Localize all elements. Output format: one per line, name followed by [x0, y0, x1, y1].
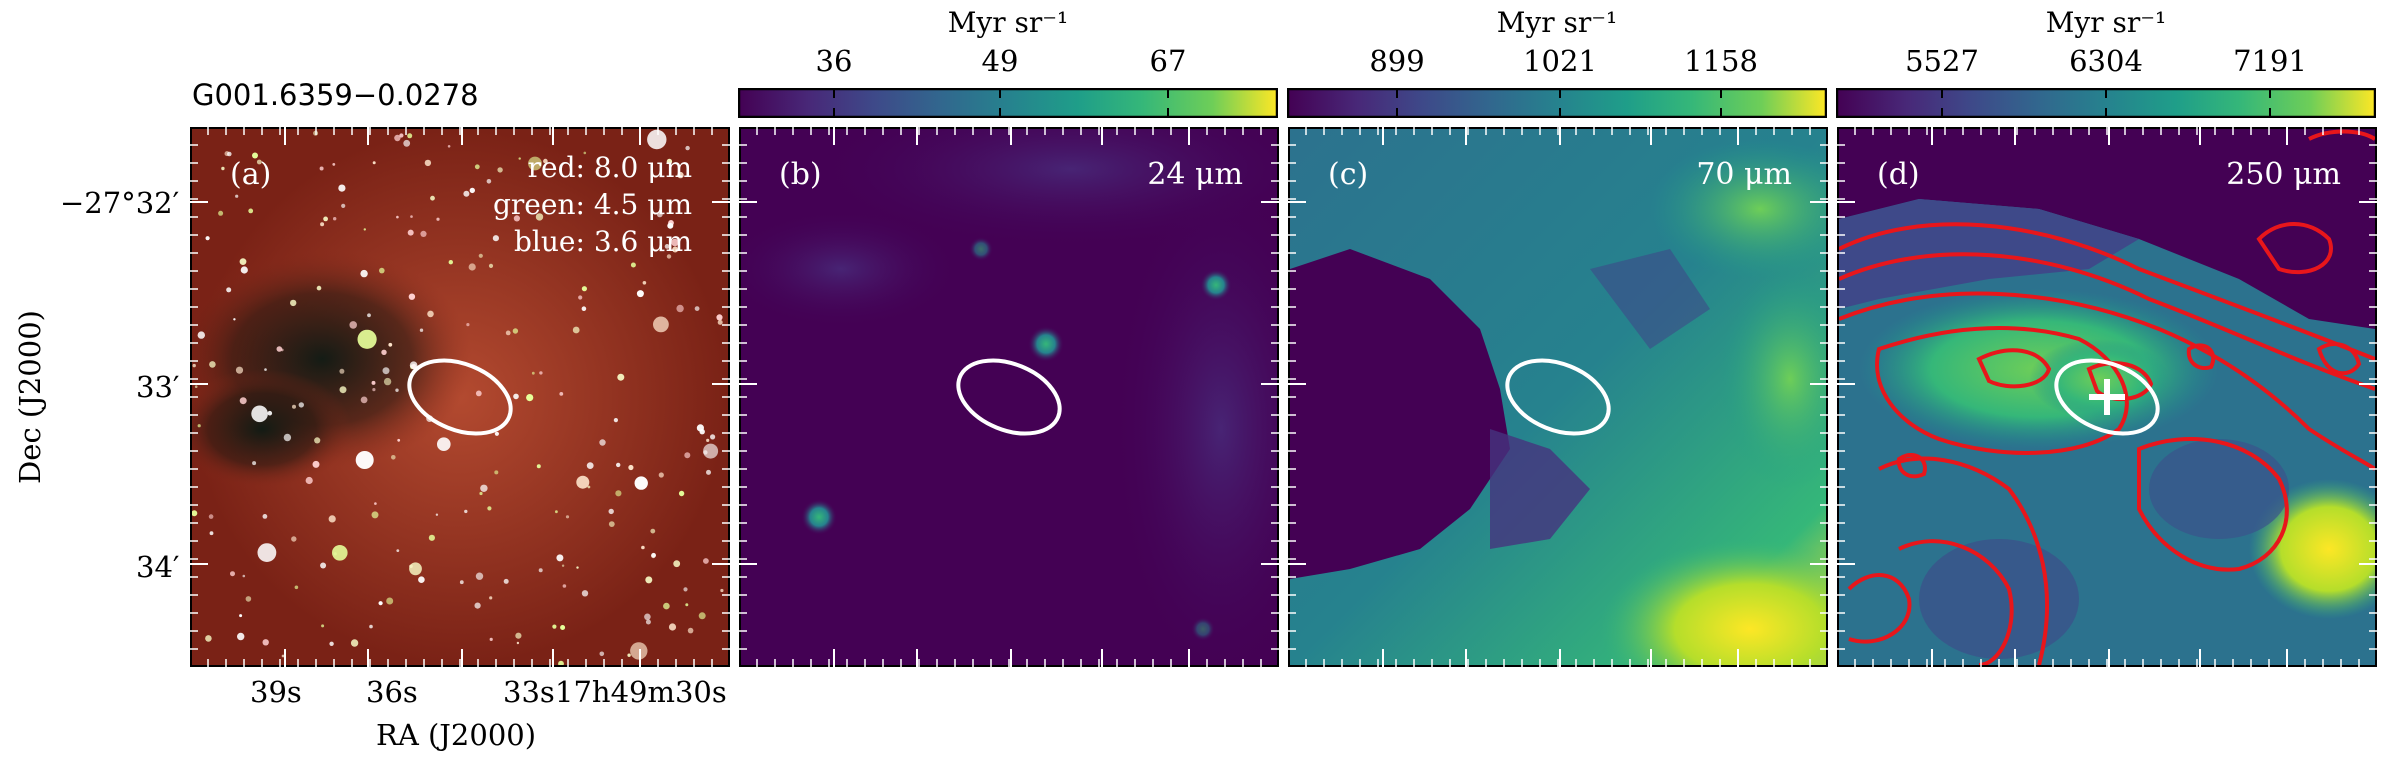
- panel-b-aperture-ellipse: [956, 358, 1062, 436]
- panel-c-aperture-ellipse: [1505, 358, 1611, 436]
- panel-d-cross-marker: [2089, 379, 2125, 415]
- panel-a-aperture-ellipse: [407, 358, 513, 436]
- colorbar-d-gradient: [1836, 88, 2376, 118]
- panel-a-field: [192, 129, 728, 665]
- panel-b-wavelength: 24 μm: [1147, 157, 1243, 192]
- colorbar-c-tick-2: 1021: [1523, 44, 1597, 78]
- panel-d-250um-image: (d) 250 μm: [1837, 127, 2377, 667]
- panel-d-wavelength: 250 μm: [2226, 157, 2341, 192]
- colorbar-b-tick-3: 67: [1149, 44, 1187, 78]
- colorbar-d-tick-3: 7191: [2233, 44, 2307, 78]
- colorbar-d: Myr sr⁻¹ 5527 6304 7191: [1836, 0, 2376, 125]
- panel-a-rgb-image: (a) red: 8.0 μm green: 4.5 μm blue: 3.6 …: [190, 127, 730, 667]
- x-axis-label: RA (J2000): [376, 718, 537, 752]
- dec-tick-34: 34′: [136, 550, 180, 584]
- panel-d-aperture-ellipse: [2054, 358, 2160, 436]
- ra-tick-17h49m30s: 17h49m30s: [555, 675, 727, 709]
- ra-tick-36s: 36s: [366, 675, 418, 709]
- colorbar-c-gradient: [1287, 88, 1827, 118]
- panel-b-field: [741, 129, 1277, 665]
- panel-c-70um-image: (c) 70 μm: [1288, 127, 1828, 667]
- panel-a-label: (a): [230, 157, 272, 192]
- panel-d-label: (d): [1877, 157, 1920, 192]
- panel-b-label: (b): [779, 157, 822, 192]
- colorbar-b-tick-2: 49: [981, 44, 1019, 78]
- legend-green: green: 4.5 μm: [493, 188, 692, 221]
- panel-a-stars: [192, 129, 724, 665]
- colorbar-c-tick-1: 899: [1369, 44, 1425, 78]
- dec-tick-32: −27°32′: [60, 186, 180, 220]
- colorbar-c-tick-3: 1158: [1684, 44, 1758, 78]
- panel-b-24um-image: (b) 24 μm: [739, 127, 1279, 667]
- ra-tick-33s: 33s: [503, 675, 555, 709]
- panel-d-field: [1839, 129, 2375, 665]
- panel-c-field: [1290, 129, 1826, 665]
- panel-c-label: (c): [1328, 157, 1369, 192]
- colorbar-d-unit: Myr sr⁻¹: [2045, 6, 2167, 39]
- panel-d-contours: [1839, 129, 2375, 665]
- panel-a-legend: red: 8.0 μm green: 4.5 μm blue: 3.6 μm: [493, 149, 692, 260]
- source-title: G001.6359−0.0278: [192, 78, 479, 112]
- legend-red: red: 8.0 μm: [527, 151, 692, 184]
- ra-tick-39s: 39s: [250, 675, 302, 709]
- colorbar-c-unit: Myr sr⁻¹: [1496, 6, 1618, 39]
- colorbar-c: Myr sr⁻¹ 899 1021 1158: [1287, 0, 1827, 125]
- legend-blue: blue: 3.6 μm: [514, 225, 692, 258]
- y-axis-label: Dec (J2000): [13, 310, 47, 484]
- colorbar-b: Myr sr⁻¹ 36 49 67: [738, 0, 1278, 125]
- panel-c-wavelength: 70 μm: [1696, 157, 1792, 192]
- dec-tick-33: 33′: [136, 370, 180, 404]
- colorbar-d-tick-2: 6304: [2069, 44, 2143, 78]
- colorbar-b-tick-1: 36: [815, 44, 853, 78]
- colorbar-d-tick-1: 5527: [1905, 44, 1979, 78]
- colorbar-b-unit: Myr sr⁻¹: [947, 6, 1069, 39]
- colorbar-b-gradient: [738, 88, 1278, 118]
